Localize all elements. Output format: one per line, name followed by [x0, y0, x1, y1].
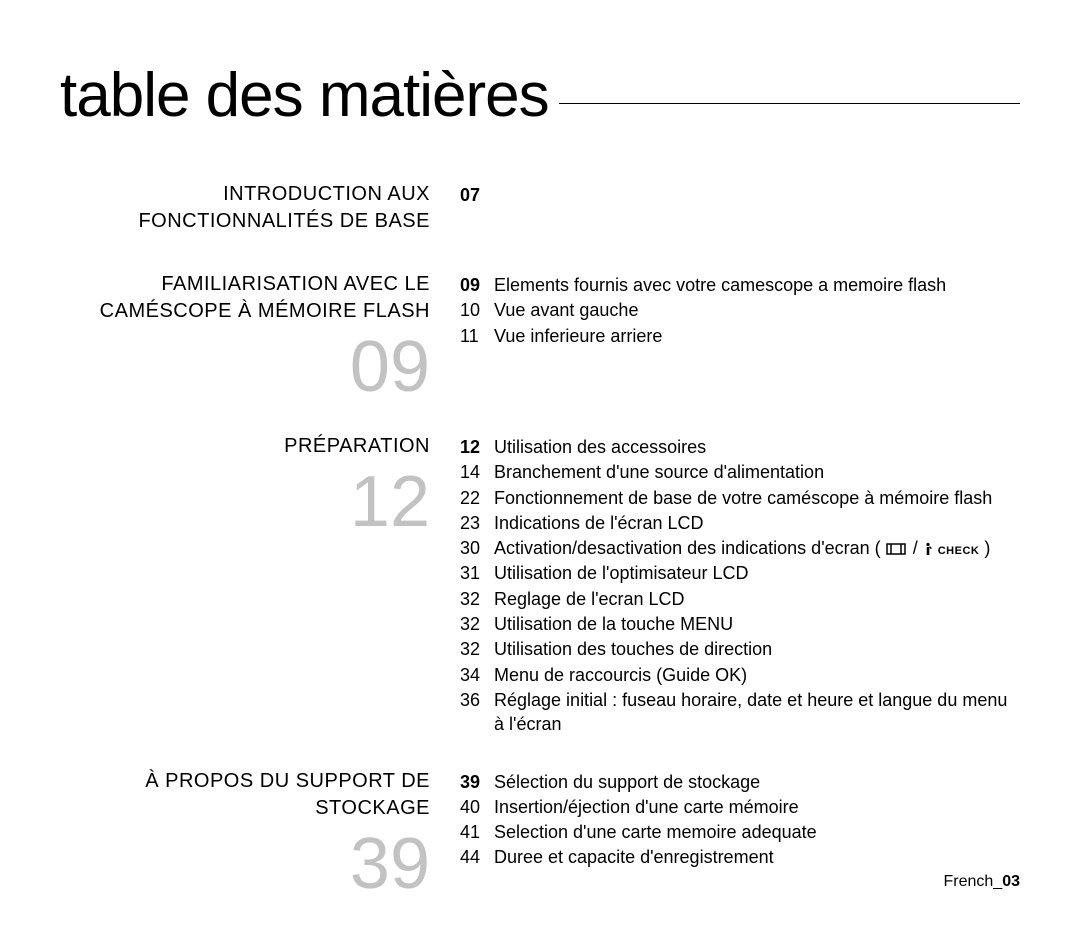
- page-title: table des matières: [60, 60, 559, 131]
- entry-text: Activation/desactivation des indications…: [494, 536, 1020, 560]
- entry-text: Insertion/éjection d'une carte mémoire: [494, 795, 1020, 819]
- entry-page: 23: [460, 511, 494, 535]
- entry-page: 07: [460, 183, 494, 207]
- section-right: 09 Elements fournis avec votre camescope…: [460, 271, 1020, 349]
- toc-entry: 07: [460, 183, 1020, 207]
- section-left: FAMILIARISATION AVEC LE CAMÉSCOPE À MÉMO…: [60, 271, 460, 403]
- toc-entry: 14 Branchement d'une source d'alimentati…: [460, 460, 1020, 484]
- title-rule: [559, 103, 1020, 104]
- entry-page: 32: [460, 637, 494, 661]
- toc-sections: INTRODUCTION AUX FONCTIONNALITÉS DE BASE…: [60, 181, 1020, 900]
- entry-text: Selection d'une carte memoire adequate: [494, 820, 1020, 844]
- footer-page-number: 03: [1002, 873, 1020, 890]
- section-right: 39 Sélection du support de stockage 40 I…: [460, 768, 1020, 871]
- toc-entry: 32 Reglage de l'ecran LCD: [460, 587, 1020, 611]
- toc-section: À PROPOS DU SUPPORT DE STOCKAGE 39 39 Sé…: [60, 768, 1020, 900]
- entry-text: Vue inferieure arriere: [494, 324, 1020, 348]
- entry-text: Sélection du support de stockage: [494, 770, 1020, 794]
- entry-text: Menu de raccourcis (Guide OK): [494, 663, 1020, 687]
- toc-entry: 12 Utilisation des accessoires: [460, 435, 1020, 459]
- section-right: 12 Utilisation des accessoires 14 Branch…: [460, 433, 1020, 738]
- entry-text: Utilisation de l'optimisateur LCD: [494, 561, 1020, 585]
- toc-entry: 41 Selection d'une carte memoire adequat…: [460, 820, 1020, 844]
- display-icon: [886, 538, 913, 558]
- entry-text: Utilisation de la touche MENU: [494, 612, 1020, 636]
- entry-text: Utilisation des touches de direction: [494, 637, 1020, 661]
- toc-entry: 30 Activation/desactivation des indicati…: [460, 536, 1020, 560]
- entry-page: 30: [460, 536, 494, 560]
- section-right: 07: [460, 181, 1020, 208]
- toc-section: INTRODUCTION AUX FONCTIONNALITÉS DE BASE…: [60, 181, 1020, 241]
- section-heading: FAMILIARISATION AVEC LE CAMÉSCOPE À MÉMO…: [60, 271, 430, 325]
- entry-page: 32: [460, 587, 494, 611]
- section-heading: À PROPOS DU SUPPORT DE STOCKAGE: [60, 768, 430, 822]
- info-icon: [923, 538, 938, 558]
- section-left: INTRODUCTION AUX FONCTIONNALITÉS DE BASE: [60, 181, 460, 241]
- page: table des matières INTRODUCTION AUX FONC…: [0, 0, 1080, 933]
- section-big-number: 12: [60, 466, 430, 538]
- entry-page: 41: [460, 820, 494, 844]
- entry-page: 34: [460, 663, 494, 687]
- section-heading: PRÉPARATION: [60, 433, 430, 460]
- title-row: table des matières: [60, 60, 1020, 131]
- entry-page: 40: [460, 795, 494, 819]
- entry-text: Reglage de l'ecran LCD: [494, 587, 1020, 611]
- entry-page: 09: [460, 273, 494, 297]
- check-label: CHECK: [938, 545, 980, 557]
- close-paren: ): [984, 538, 990, 558]
- entry-page: 39: [460, 770, 494, 794]
- toc-entry: 22 Fonctionnement de base de votre camés…: [460, 486, 1020, 510]
- toc-section: FAMILIARISATION AVEC LE CAMÉSCOPE À MÉMO…: [60, 271, 1020, 403]
- toc-section: PRÉPARATION 12 12 Utilisation des access…: [60, 433, 1020, 738]
- entry-text: Elements fournis avec votre camescope a …: [494, 273, 1020, 297]
- toc-entry: 09 Elements fournis avec votre camescope…: [460, 273, 1020, 297]
- entry-page: 10: [460, 298, 494, 322]
- toc-entry: 11 Vue inferieure arriere: [460, 324, 1020, 348]
- toc-entry: 39 Sélection du support de stockage: [460, 770, 1020, 794]
- toc-entry: 31 Utilisation de l'optimisateur LCD: [460, 561, 1020, 585]
- toc-entry: 34 Menu de raccourcis (Guide OK): [460, 663, 1020, 687]
- section-big-number: 09: [60, 331, 430, 403]
- footer-label: French_: [944, 873, 1003, 890]
- entry-text: Vue avant gauche: [494, 298, 1020, 322]
- entry-page: 12: [460, 435, 494, 459]
- entry-page: 31: [460, 561, 494, 585]
- entry-text: Réglage initial : fuseau horaire, date e…: [494, 688, 1020, 737]
- toc-entry: 40 Insertion/éjection d'une carte mémoir…: [460, 795, 1020, 819]
- toc-entry: 36 Réglage initial : fuseau horaire, dat…: [460, 688, 1020, 737]
- entry-text: Duree et capacite d'enregistrement: [494, 845, 1020, 869]
- entry-text: Indications de l'écran LCD: [494, 511, 1020, 535]
- section-big-number: 39: [60, 828, 430, 900]
- toc-entry: 10 Vue avant gauche: [460, 298, 1020, 322]
- section-heading: INTRODUCTION AUX FONCTIONNALITÉS DE BASE: [60, 181, 430, 235]
- open-paren: (: [875, 538, 886, 558]
- entry-page: 44: [460, 845, 494, 869]
- toc-entry: 32 Utilisation des touches de direction: [460, 637, 1020, 661]
- page-footer: French_03: [944, 873, 1021, 891]
- entry-page: 32: [460, 612, 494, 636]
- entry-page: 11: [460, 324, 494, 348]
- entry-page: 22: [460, 486, 494, 510]
- entry-text-part: Activation/desactivation des indications…: [494, 538, 870, 558]
- entry-text: Utilisation des accessoires: [494, 435, 1020, 459]
- toc-entry: 44 Duree et capacite d'enregistrement: [460, 845, 1020, 869]
- section-left: PRÉPARATION 12: [60, 433, 460, 538]
- entry-text: Fonctionnement de base de votre caméscop…: [494, 486, 1020, 510]
- section-left: À PROPOS DU SUPPORT DE STOCKAGE 39: [60, 768, 460, 900]
- toc-entry: 23 Indications de l'écran LCD: [460, 511, 1020, 535]
- entry-page: 14: [460, 460, 494, 484]
- toc-entry: 32 Utilisation de la touche MENU: [460, 612, 1020, 636]
- entry-page: 36: [460, 688, 494, 712]
- slash: /: [913, 538, 923, 558]
- entry-text: Branchement d'une source d'alimentation: [494, 460, 1020, 484]
